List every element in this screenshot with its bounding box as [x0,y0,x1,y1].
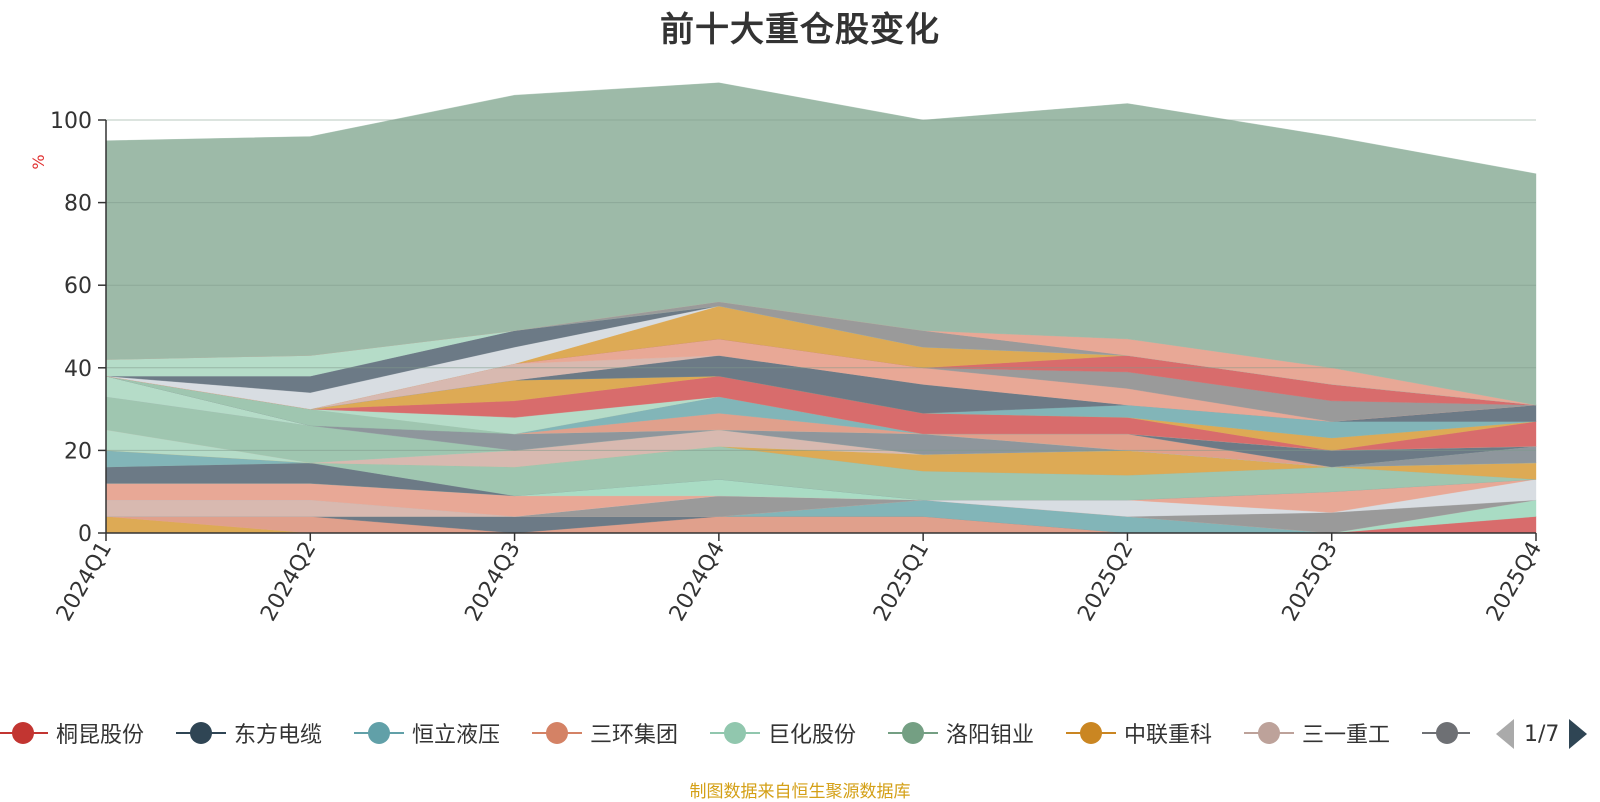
area-series-39 [105,82,1537,406]
legend-label: 恒立液压 [412,723,501,748]
legend-item[interactable]: 洛阳钼业 [888,716,1034,750]
legend-marker-icon [1066,719,1116,747]
legend-item[interactable]: 三一重工 [1244,716,1390,750]
x-tick-label: 2024Q1 [52,538,117,626]
legend-marker-icon [1422,719,1470,747]
legend: 桐昆股份 东方电缆 恒立液压 三环集团 巨化股份 洛阳钼业 中联重科 三一重工 [0,716,1470,750]
legend-item[interactable]: 桐昆股份 [0,716,144,750]
legend-marker-icon [888,719,938,747]
y-tick-label: 40 [64,357,92,382]
legend-item[interactable]: 东方电缆 [176,716,322,750]
chart-title: 前十大重仓股变化 [660,10,940,50]
source-note: 制图数据来自恒生聚源数据库 [689,782,911,802]
legend-marker-icon [1244,719,1294,747]
legend-next-page-icon[interactable] [1569,719,1588,749]
legend-marker-icon [354,719,404,747]
legend-prev-page-icon[interactable] [1496,719,1514,749]
legend-marker-icon [710,719,760,747]
legend-item[interactable]: 三环集团 [532,716,678,750]
legend-label: 巨化股份 [768,723,857,748]
legend-item[interactable]: 中联重科 [1066,716,1212,750]
x-tick-label: 2024Q2 [256,538,321,626]
y-tick-label: 0 [78,522,92,547]
legend-label: 桐昆股份 [56,723,145,748]
y-axis-unit-label: % [29,154,48,169]
legend-label: 三一重工 [1302,723,1391,748]
legend-pager: 1/7 [1496,718,1588,750]
legend-marker-icon [176,719,226,747]
x-tick-label: 2025Q1 [869,538,934,626]
legend-marker-icon [0,719,48,747]
x-tick-label: 2025Q2 [1073,538,1138,626]
legend-label: 东方电缆 [234,723,323,748]
legend-item[interactable] [1422,716,1470,750]
legend-label: 洛阳钼业 [946,723,1035,748]
y-tick-label: 60 [64,274,92,299]
legend-page-indicator: 1/7 [1524,721,1560,747]
y-tick-label: 20 [64,439,92,464]
y-tick-label: 100 [50,109,92,134]
legend-item[interactable]: 恒立液压 [354,716,500,750]
stacked-areas [105,82,1537,534]
x-tick-label: 2025Q4 [1482,538,1547,626]
y-tick-label: 80 [64,192,92,217]
x-tick-label: 2024Q3 [460,538,525,626]
legend-label: 中联重科 [1124,723,1213,748]
grid-lines [106,119,1536,451]
legend-marker-icon [532,719,582,747]
legend-item[interactable]: 巨化股份 [710,716,856,750]
legend-label: 三环集团 [590,723,679,748]
x-tick-label: 2024Q4 [665,538,730,626]
x-tick-label: 2025Q3 [1278,538,1343,626]
